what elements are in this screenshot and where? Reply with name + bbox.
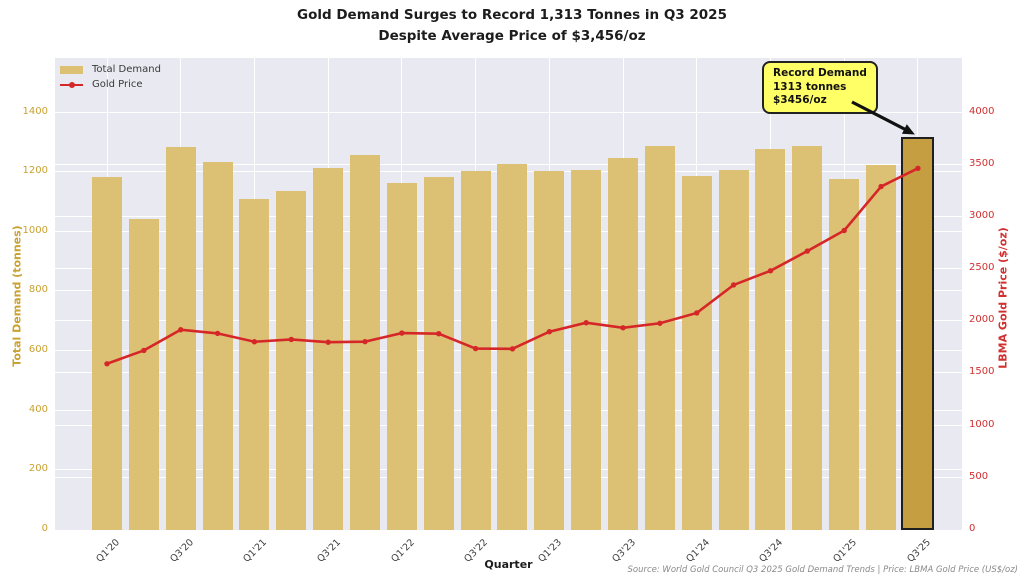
legend-item-total-demand: Total Demand [60, 62, 161, 77]
gold-price-line [104, 165, 921, 367]
right-axis-tick-label: 3000 [969, 209, 995, 221]
x-axis-title: Quarter [484, 558, 533, 571]
price-marker [251, 339, 258, 345]
chart-legend: Total Demand Gold Price [60, 62, 161, 92]
left-axis-tick-label: 400 [28, 403, 48, 415]
bar [165, 147, 196, 530]
bar [128, 218, 159, 530]
right-axis-title: LBMA Gold Price ($/oz) [996, 227, 1010, 369]
right-axis-tick-label: 2500 [969, 262, 995, 274]
right-axis-tick-label: 0 [969, 523, 976, 534]
price-marker [399, 330, 405, 336]
price-marker [657, 320, 663, 326]
legend-item-gold-price: Gold Price [60, 77, 161, 92]
bar [423, 177, 454, 530]
right-axis-tick-label: 4000 [969, 105, 995, 117]
bar-swatch-icon [60, 65, 83, 74]
right-axis-tick-label: 2000 [969, 314, 995, 326]
right-axis-tick-label: 1500 [969, 366, 995, 378]
bar [792, 145, 823, 530]
bar [718, 169, 749, 530]
right-axis-tick-label: 3500 [969, 157, 995, 169]
price-marker [362, 338, 368, 345]
bar [571, 169, 602, 530]
bar [313, 168, 344, 530]
left-axis-tick-label: 1400 [22, 105, 48, 117]
chart-title: Gold Demand Surges to Record 1,313 Tonne… [0, 5, 1024, 47]
price-marker [472, 345, 479, 352]
price-marker [509, 346, 516, 352]
price-marker [915, 165, 921, 171]
price-marker [804, 248, 811, 254]
price-marker [288, 336, 294, 343]
price-marker [878, 183, 884, 190]
left-axis-tick-label: 600 [28, 344, 48, 356]
bar [755, 148, 786, 530]
gridline-horizontal [55, 111, 962, 113]
left-axis-tick-label: 1000 [22, 224, 48, 236]
record-annotation: Record Demand 1313 tonnes $3456/oz [762, 61, 878, 114]
price-marker [583, 320, 589, 326]
price-marker [104, 361, 110, 367]
bar [681, 175, 712, 530]
annotation-line2: 1313 tonnes [773, 80, 847, 93]
price-marker [436, 331, 442, 337]
left-axis-tick-label: 0 [41, 523, 48, 534]
right-axis-tick-label: 1000 [969, 418, 995, 430]
price-marker [841, 227, 847, 234]
bar [534, 171, 565, 530]
left-axis-tick-label: 1200 [22, 165, 48, 177]
annotation-line3: $3456/oz [773, 94, 827, 107]
bar [239, 199, 270, 530]
plot-area [55, 58, 962, 530]
price-marker [214, 330, 221, 337]
legend-label: Total Demand [92, 64, 161, 75]
right-axis-tick-label: 500 [969, 470, 989, 482]
bar [644, 145, 675, 530]
price-marker [178, 327, 184, 333]
bar [92, 177, 122, 530]
bar [866, 165, 897, 530]
left-axis-tick-label: 200 [28, 463, 48, 475]
chart-title-line2: Despite Average Price of $3,456/oz [378, 27, 646, 44]
bar [386, 183, 417, 530]
bar [202, 162, 233, 530]
source-note: Source: World Gold Council Q3 2025 Gold … [627, 565, 1018, 575]
price-marker [694, 310, 700, 316]
chart-title-line1: Gold Demand Surges to Record 1,313 Tonne… [297, 7, 727, 23]
price-marker [620, 325, 626, 331]
line-swatch-icon [60, 81, 83, 89]
price-marker [546, 329, 553, 335]
bar [276, 190, 307, 530]
price-marker [767, 268, 774, 274]
annotation-line1: Record Demand [773, 67, 867, 79]
price-marker [141, 347, 147, 354]
price-marker [325, 339, 331, 345]
bar-q3-25-record [901, 137, 935, 530]
price-marker [730, 282, 737, 288]
left-axis-tick-label: 800 [28, 284, 48, 296]
bar [608, 157, 639, 530]
legend-label: Gold Price [92, 79, 143, 90]
